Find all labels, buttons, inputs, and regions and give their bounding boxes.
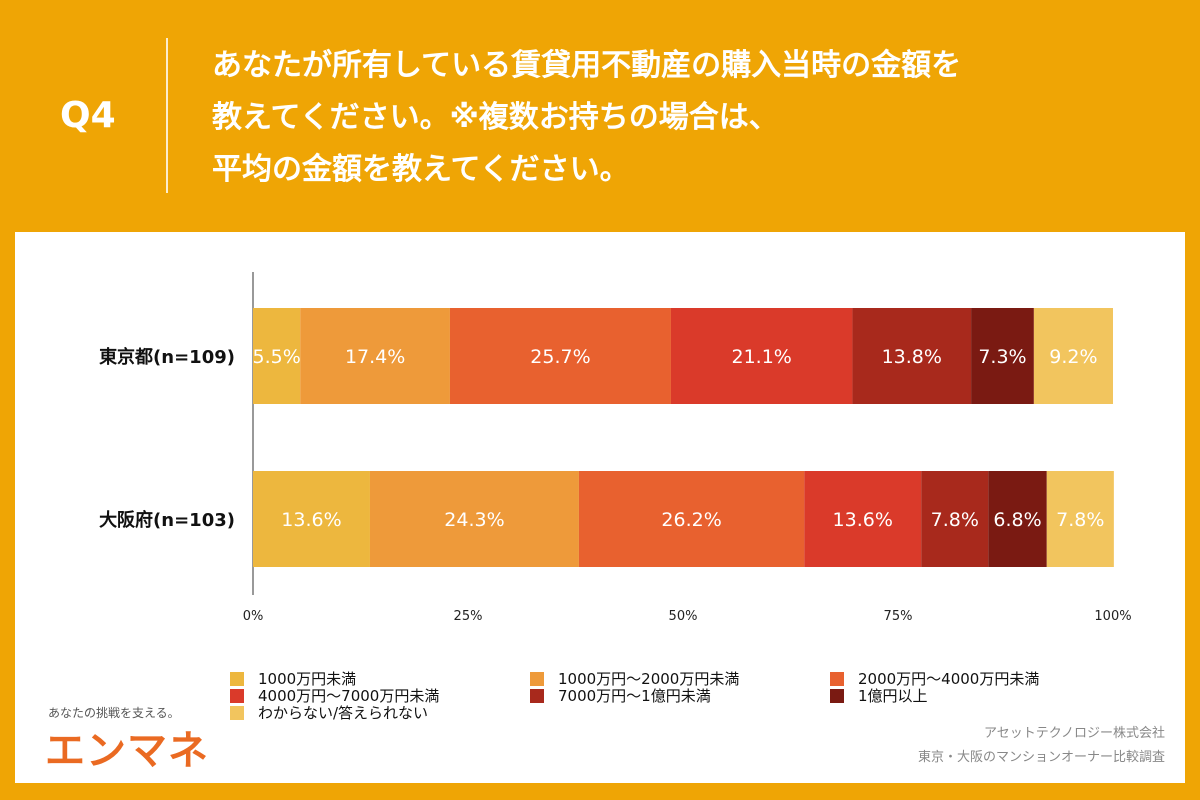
data-label: 7.8%	[1056, 509, 1104, 531]
legend-item: 1億円以上	[830, 687, 1130, 705]
legend-item: わからない/答えられない	[230, 704, 530, 722]
bar-segment	[670, 308, 853, 404]
legend-label: 1000万円未満	[258, 670, 357, 688]
title-line: 平均の金額を教えてください。	[212, 152, 630, 187]
x-tick-label: 75%	[884, 609, 913, 624]
legend-item: 4000万円〜7000万円未満	[230, 687, 530, 705]
data-label: 7.8%	[931, 509, 979, 531]
category-label: 大阪府(n=103)	[99, 509, 235, 531]
data-label: 26.2%	[661, 509, 721, 531]
legend: 1000万円未満 1000万円〜2000万円未満 2000万円〜4000万円未満 40…	[230, 670, 1130, 722]
data-label: 17.4%	[345, 346, 405, 368]
divider	[166, 38, 168, 193]
legend-swatch	[230, 705, 244, 720]
bar-segment	[253, 308, 301, 404]
bar-segment	[253, 471, 370, 567]
legend-swatch	[530, 671, 544, 686]
bar-segment	[578, 471, 805, 567]
data-label: 7.3%	[978, 346, 1026, 368]
bar-segment	[971, 308, 1034, 404]
legend-swatch	[530, 688, 544, 703]
data-label: 9.2%	[1049, 346, 1097, 368]
category-label: 東京都(n=109)	[99, 346, 235, 368]
bar-segment	[988, 471, 1047, 567]
data-label: 6.8%	[993, 509, 1041, 531]
bar-segment	[1033, 308, 1113, 404]
question-number: Q4	[60, 95, 116, 136]
x-tick-label: 100%	[1094, 609, 1131, 624]
data-label: 13.8%	[882, 346, 942, 368]
legend-label: わからない/答えられない	[258, 704, 429, 722]
x-tick-label: 50%	[669, 609, 698, 624]
bar-segment	[852, 308, 972, 404]
legend-label: 2000万円〜4000万円未満	[858, 670, 1040, 688]
company-credit: アセットテクノロジー株式会社	[984, 726, 1165, 741]
x-tick-label: 0%	[243, 609, 264, 624]
question-title: あなたが所有している賃貸用不動産の購入当時の金額を 教えてください。※複数お持ち…	[212, 40, 1162, 196]
legend-item: 7000万円〜1億円未満	[530, 687, 830, 705]
bar-segment	[300, 308, 450, 404]
legend-label: 7000万円〜1億円未満	[558, 687, 711, 705]
data-label: 24.3%	[444, 509, 504, 531]
data-label: 5.5%	[253, 346, 301, 368]
title-line: あなたが所有している賃貸用不動産の購入当時の金額を	[212, 48, 962, 83]
x-tick-label: 25%	[454, 609, 483, 624]
logo: エンマネ	[45, 728, 209, 774]
data-label: 21.1%	[732, 346, 792, 368]
data-label: 13.6%	[833, 509, 893, 531]
bar-segment	[804, 471, 922, 567]
legend-item: 1000万円未満	[230, 670, 530, 688]
bar-segment	[369, 471, 579, 567]
survey-name: 東京・大阪のマンションオーナー比較調査	[917, 750, 1165, 765]
legend-swatch	[230, 688, 244, 703]
legend-swatch	[830, 671, 844, 686]
legend-swatch	[230, 671, 244, 686]
data-label: 13.6%	[281, 509, 341, 531]
legend-swatch	[830, 688, 844, 703]
legend-label: 1000万円〜2000万円未満	[558, 670, 740, 688]
bar-segment	[921, 471, 989, 567]
data-label: 25.7%	[530, 346, 590, 368]
logo-tagline: あなたの挑戦を支える。	[48, 706, 180, 720]
legend-label: 1億円以上	[858, 687, 928, 705]
legend-item: 1000万円〜2000万円未満	[530, 670, 830, 688]
title-line: 教えてください。※複数お持ちの場合は、	[212, 100, 779, 135]
bar-segment	[449, 308, 671, 404]
legend-label: 4000万円〜7000万円未満	[258, 687, 440, 705]
bar-segment	[1046, 471, 1114, 567]
legend-item: 2000万円〜4000万円未満	[830, 670, 1130, 688]
